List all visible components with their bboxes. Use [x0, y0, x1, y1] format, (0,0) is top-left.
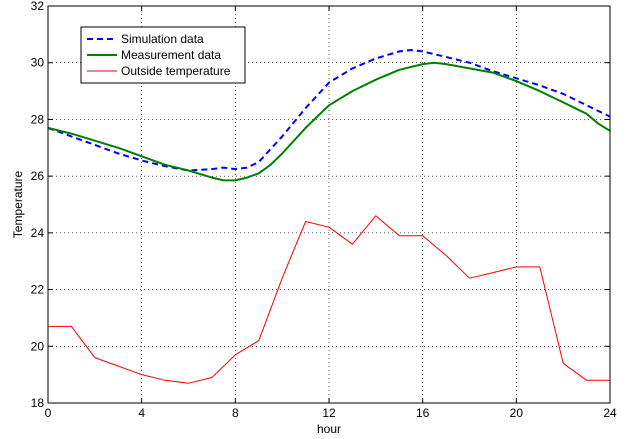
x-tick-label: 24 [603, 406, 617, 420]
legend-label-3: Outside temperature [121, 64, 231, 78]
tick-marks [47, 5, 611, 404]
x-axis-label: hour [317, 422, 341, 436]
y-tick-label: 32 [31, 0, 45, 13]
grid [48, 6, 610, 403]
x-tick-label: 8 [232, 406, 239, 420]
y-tick-label: 22 [31, 283, 45, 297]
series-line-1 [47, 49, 611, 172]
y-tick-label: 26 [31, 169, 45, 183]
legend-label-1: Simulation data [121, 32, 204, 46]
tick-labels: 0 4 8 12 16 20 24 18 20 22 24 26 28 30 32 [31, 0, 617, 420]
legend: Simulation data Measurement data Outside t… [80, 26, 246, 84]
y-tick-label: 20 [31, 339, 45, 353]
x-tick-label: 4 [138, 406, 145, 420]
legend-label-2: Measurement data [121, 48, 221, 62]
series-line-2 [47, 61, 611, 182]
x-tick-label: 12 [322, 406, 336, 420]
y-tick-label: 28 [31, 112, 45, 126]
y-tick-label: 24 [31, 226, 45, 240]
y-axis-label: Temperature [11, 170, 25, 238]
y-tick-label: 18 [31, 396, 45, 410]
y-tick-label: 30 [31, 56, 45, 70]
series-layer [47, 49, 611, 384]
x-tick-label: 20 [510, 406, 524, 420]
x-tick-label: 0 [45, 406, 52, 420]
x-tick-label: 16 [416, 406, 430, 420]
series-line-3 [48, 215, 610, 384]
